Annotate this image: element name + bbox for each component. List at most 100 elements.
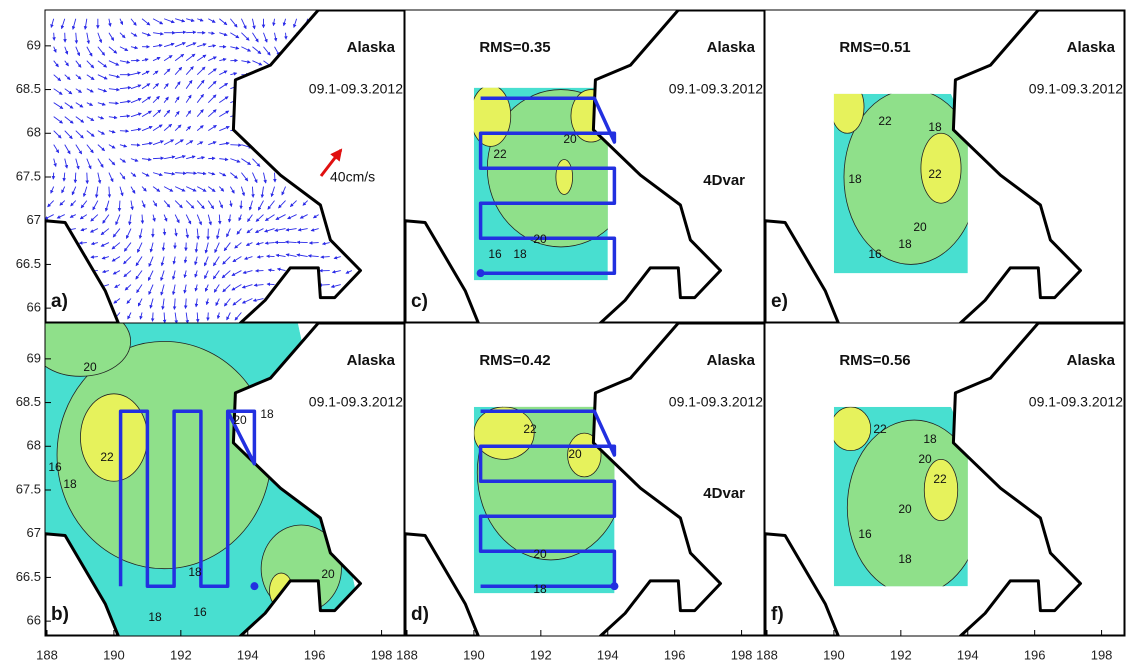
contour-label: 16 xyxy=(488,247,502,261)
current-arrow xyxy=(98,89,107,92)
current-arrow xyxy=(284,19,286,26)
current-arrow xyxy=(239,215,241,221)
current-arrow xyxy=(323,243,330,245)
current-arrow xyxy=(109,89,119,90)
current-arrow xyxy=(109,159,115,165)
current-arrow xyxy=(127,299,131,304)
current-arrow xyxy=(161,271,164,281)
x-tick-label: 190 xyxy=(103,647,125,662)
contour-label: 18 xyxy=(148,610,162,624)
x-tick-label: 198 xyxy=(1091,647,1113,662)
scale-label: 40cm/s xyxy=(330,169,375,185)
current-arrow xyxy=(161,285,164,296)
current-arrow xyxy=(162,257,164,266)
current-arrow xyxy=(54,117,63,123)
current-arrow xyxy=(153,84,158,89)
current-arrow xyxy=(197,67,205,75)
current-arrow xyxy=(65,61,69,66)
current-arrow xyxy=(131,201,133,210)
current-arrow xyxy=(91,243,97,245)
current-arrow xyxy=(230,73,236,75)
current-arrow xyxy=(87,89,93,92)
current-arrow xyxy=(76,61,81,68)
period-label: 09.1-09.3.2012 xyxy=(309,81,403,97)
current-arrow xyxy=(175,173,186,174)
y-tick-label: 68 xyxy=(27,125,41,140)
current-arrow xyxy=(308,256,318,257)
field-blob xyxy=(924,459,957,520)
current-arrow xyxy=(235,243,242,249)
current-arrow xyxy=(120,47,128,51)
current-arrow xyxy=(153,96,159,102)
current-arrow xyxy=(71,201,76,206)
land xyxy=(593,10,765,323)
current-arrow xyxy=(248,215,253,222)
current-arrow xyxy=(109,145,115,149)
current-arrow xyxy=(227,313,231,320)
method-label: 4Dvar xyxy=(703,485,745,502)
y-tick-label: 66.5 xyxy=(16,256,41,271)
current-arrow xyxy=(219,159,228,160)
current-arrow xyxy=(124,271,131,277)
current-arrow xyxy=(331,285,340,288)
current-arrow xyxy=(186,95,191,103)
current-arrow xyxy=(54,61,59,67)
contour-label: 18 xyxy=(898,237,912,251)
current-arrow xyxy=(153,110,161,117)
current-arrow xyxy=(197,125,203,130)
x-tick-label: 190 xyxy=(823,647,845,662)
region-label: Alaska xyxy=(1067,352,1116,369)
current-arrow xyxy=(185,257,186,263)
current-arrow xyxy=(219,187,223,192)
contour-label: 18 xyxy=(898,552,912,566)
current-arrow xyxy=(54,47,56,53)
current-arrow xyxy=(131,187,135,194)
current-arrow xyxy=(98,33,102,43)
current-arrow xyxy=(262,187,264,198)
contour-label: 22 xyxy=(933,472,947,486)
current-arrow xyxy=(186,126,190,130)
current-arrow xyxy=(125,285,131,291)
current-arrow xyxy=(153,19,163,24)
y-tick-label: 68.5 xyxy=(16,394,41,409)
contour-label: 18 xyxy=(923,432,937,446)
current-arrow xyxy=(230,47,238,49)
current-arrow xyxy=(276,215,286,220)
current-arrow xyxy=(76,75,81,79)
current-arrow xyxy=(91,257,98,258)
current-arrow xyxy=(87,173,88,184)
current-arrow xyxy=(113,229,120,237)
y-tick-label: 66.5 xyxy=(16,569,41,584)
current-arrow xyxy=(174,257,175,265)
current-arrow xyxy=(197,173,206,174)
current-arrow xyxy=(258,201,263,211)
current-arrow xyxy=(120,173,125,180)
current-arrow xyxy=(87,131,94,137)
current-arrow xyxy=(101,243,109,247)
current-arrow xyxy=(164,173,175,175)
current-arrow xyxy=(197,201,204,209)
current-arrow xyxy=(54,103,63,109)
contour-label: 16 xyxy=(193,605,207,619)
current-arrow xyxy=(186,32,196,33)
contour-label: 18 xyxy=(188,565,202,579)
current-arrow xyxy=(223,257,231,265)
current-arrow xyxy=(219,111,228,117)
current-arrow xyxy=(131,72,140,74)
current-arrow xyxy=(60,201,65,206)
current-arrow xyxy=(109,47,117,54)
current-arrow xyxy=(76,145,82,154)
x-tick-label: 190 xyxy=(463,647,485,662)
current-arrow xyxy=(81,229,87,231)
panel-label: d) xyxy=(411,604,429,625)
current-arrow xyxy=(247,229,252,233)
current-arrow xyxy=(81,201,87,208)
contour-label: 20 xyxy=(83,360,97,374)
current-arrow xyxy=(197,229,198,240)
current-arrow xyxy=(229,215,230,223)
current-arrow xyxy=(241,61,250,63)
current-arrow xyxy=(175,229,176,237)
current-arrow xyxy=(98,47,105,56)
current-arrow xyxy=(214,285,219,293)
current-arrow xyxy=(271,187,274,197)
